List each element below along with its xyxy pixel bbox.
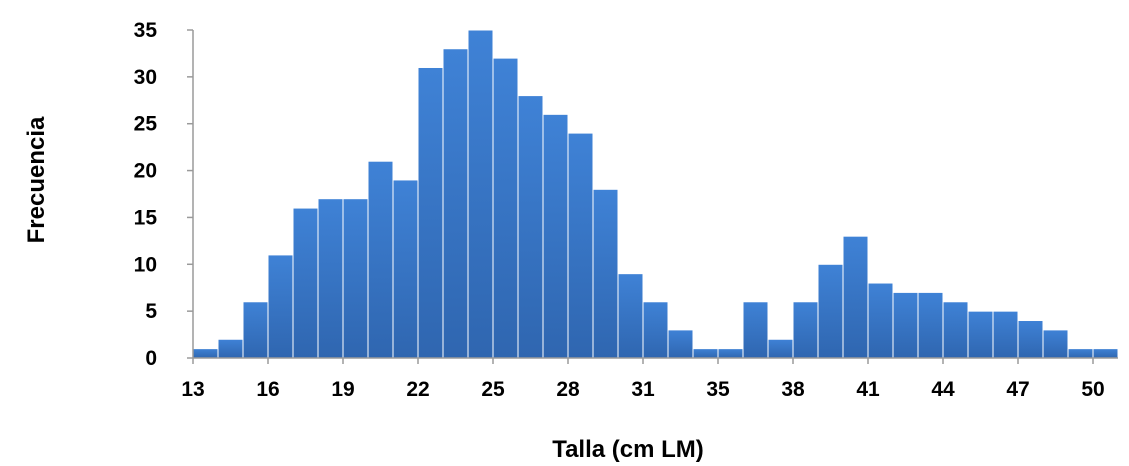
y-tick-label: 5 [145,300,157,323]
y-tick-label: 10 [134,253,157,276]
y-tick-label: 35 [134,19,158,42]
histogram-bar [742,301,769,359]
histogram-bar [292,207,319,359]
y-tick-label: 20 [134,160,157,183]
histogram-bar [242,301,269,359]
histogram-bar [767,338,794,359]
histogram-bar [992,310,1019,359]
x-tick-label: 22 [406,378,429,401]
x-tick-label: 44 [931,378,955,401]
histogram-bar [1092,348,1119,359]
histogram-bar [542,113,569,359]
x-axis-ticks: 13 16 19 22 25 28 31 35 38 41 44 47 50 [181,358,1105,401]
x-tick-label: 50 [1081,378,1104,401]
histogram-bar [1042,329,1069,359]
histogram-bar [617,273,644,359]
histogram-bar [467,29,494,359]
y-tick-label: 0 [145,347,157,370]
x-tick-label: 41 [856,378,880,401]
x-tick-label: 19 [331,378,354,401]
histogram-bar [192,348,219,359]
histogram-bar [667,329,694,359]
histogram-bar [892,291,919,359]
x-tick-label: 28 [556,378,580,401]
y-tick-label: 15 [134,206,158,229]
histogram-bar [442,48,469,359]
x-tick-label: 35 [706,378,730,401]
histogram-bar [492,57,519,359]
y-axis-ticks: 0 5 10 15 20 25 30 35 [134,19,193,370]
histogram-bar [317,198,344,359]
histogram-bar [367,160,394,359]
histogram-bar [392,179,419,359]
histogram-bar [217,338,244,359]
histogram-bar [842,235,869,359]
x-axis-title: Talla (cm LM) [552,436,704,463]
y-tick-label: 25 [134,113,158,136]
histogram-bar [942,301,969,359]
histogram-bar [342,198,369,359]
histogram-bar [567,132,594,359]
histogram-bar [692,348,719,359]
x-tick-label: 25 [481,378,505,401]
x-tick-label: 38 [781,378,805,401]
histogram-bar [1017,320,1044,359]
histogram-bar [917,291,944,359]
y-axis-title: Frecuencia [23,116,50,243]
histogram-bar [867,282,894,359]
x-tick-label: 16 [256,378,279,401]
histogram-bar [517,95,544,359]
x-tick-label: 47 [1006,378,1029,401]
x-tick-label: 31 [631,378,655,401]
x-tick-label: 13 [181,378,204,401]
histogram-bar [792,301,819,359]
histogram-bar [967,310,994,359]
histogram-bar [267,254,294,359]
histogram-bar [592,188,619,359]
histogram-bar [717,348,744,359]
histogram-bar [642,301,669,359]
histogram-bar [817,263,844,359]
histogram-bar [1067,348,1094,359]
y-tick-label: 30 [134,66,157,89]
histogram-bar [417,66,444,359]
bar-series [192,29,1119,359]
